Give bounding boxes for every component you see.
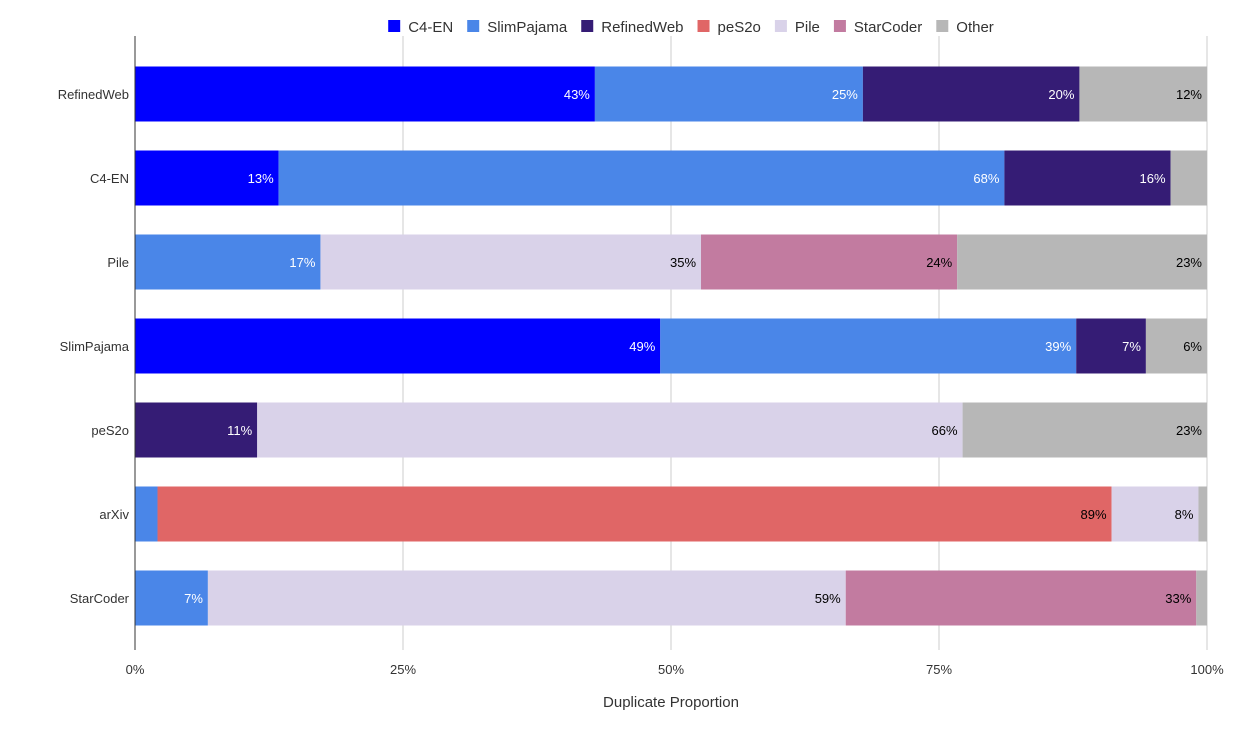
bar-segment [1196,570,1207,626]
bar-segment [1198,486,1207,542]
data-label: 11% [227,423,252,438]
y-tick-label: SlimPajama [60,339,130,354]
data-label: 23% [1176,255,1202,270]
y-tick-label: StarCoder [70,591,130,606]
bar-segment [135,486,158,542]
bar-segment [862,66,1080,122]
data-label: 17% [289,255,315,270]
x-axis-title: Duplicate Proportion [603,694,739,711]
bar-segment [594,66,863,122]
bar-segment [135,66,595,122]
data-label: 7% [184,591,203,606]
legend-label: peS2o [718,19,761,36]
legend-label: StarCoder [854,19,922,36]
legend: C4-EN SlimPajama RefinedWeb peS2o Pile StarCo… [388,19,994,36]
x-tick-label: 25% [390,662,416,677]
legend-label: Pile [795,19,820,36]
data-label: 59% [815,591,841,606]
bars [135,66,1207,626]
bar-segment [1111,486,1199,542]
legend-label: Other [956,19,994,36]
bar-segment [135,402,258,458]
legend-label: RefinedWeb [601,19,683,36]
x-tick-label: 75% [926,662,952,677]
bar-segment [1170,150,1207,206]
bar-segment [660,318,1077,374]
data-label: 16% [1140,171,1166,186]
y-tick-label: C4-EN [90,171,129,186]
legend-swatch [833,20,846,32]
x-tick-label: 100% [1190,662,1224,677]
data-label: 23% [1176,423,1202,438]
bar-segment [257,402,963,458]
x-axis: 0% 25% 50% 75% 100% [126,662,1224,677]
bar-segment [278,150,1005,206]
data-label: 66% [932,423,958,438]
bar-segment [320,234,702,290]
data-label: 68% [973,171,999,186]
data-label: 49% [629,339,655,354]
bar-segment [962,402,1207,458]
data-label: 7% [1122,339,1141,354]
legend-swatch [467,20,480,32]
bar-segment [957,234,1207,290]
y-axis: RefinedWeb C4-EN Pile SlimPajama peS2o arXiv S… [58,36,136,650]
legend-label: SlimPajama [487,19,568,36]
legend-swatch [388,20,401,32]
data-label: 24% [926,255,952,270]
data-label: 39% [1045,339,1071,354]
bar-segment [1004,150,1171,206]
bar-segment [135,318,661,374]
data-label: 8% [1175,507,1194,522]
y-tick-label: RefinedWeb [58,87,129,102]
data-label: 43% [564,87,590,102]
bar-segment [207,570,846,626]
data-label: 35% [670,255,696,270]
legend-swatch [774,20,787,32]
y-tick-label: peS2o [91,423,129,438]
bar-segment [845,570,1197,626]
y-tick-label: Pile [107,255,129,270]
bar-segment [135,150,279,206]
bar-segment [701,234,958,290]
data-label: 25% [832,87,858,102]
legend-swatch [581,20,594,32]
x-tick-label: 50% [658,662,684,677]
data-label: 20% [1048,87,1074,102]
data-label: 6% [1183,339,1202,354]
bar-segment [1076,318,1146,374]
bar-segment [135,570,208,626]
legend-label: C4-EN [408,19,453,36]
legend-swatch [697,20,710,32]
x-tick-label: 0% [126,662,145,677]
data-label: 33% [1165,591,1191,606]
bar-segment [1145,318,1207,374]
data-label: 89% [1081,507,1107,522]
bar-segment [1079,66,1207,122]
bar-segment [135,234,321,290]
bar-segment [157,486,1112,542]
data-label: 13% [248,171,274,186]
legend-swatch [936,20,949,32]
data-label: 12% [1176,87,1202,102]
y-tick-label: arXiv [99,507,129,522]
data-labels: 43% 25% 20% 12% 13% 68% 16% 17% 35% 24% 23% 49% 39% 7… [184,87,1202,606]
